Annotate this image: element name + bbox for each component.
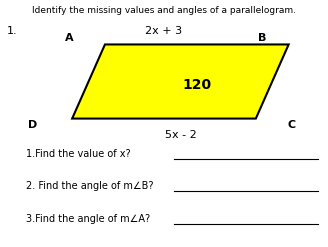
Text: 5x - 2: 5x - 2: [165, 130, 196, 140]
Polygon shape: [72, 44, 289, 119]
Text: A: A: [65, 33, 73, 43]
Text: 2x + 3: 2x + 3: [145, 26, 183, 36]
Text: B: B: [258, 33, 267, 43]
Text: Identify the missing values and angles of a parallelogram.: Identify the missing values and angles o…: [32, 6, 296, 15]
Text: C: C: [288, 120, 296, 130]
Text: 120: 120: [182, 78, 211, 92]
Text: D: D: [28, 120, 37, 130]
Text: 1.Find the value of x?: 1.Find the value of x?: [26, 149, 131, 159]
Text: 3.Find the angle of m∠A?: 3.Find the angle of m∠A?: [26, 214, 150, 224]
Text: 1.: 1.: [7, 26, 17, 36]
Text: 2. Find the angle of m∠B?: 2. Find the angle of m∠B?: [26, 182, 154, 191]
